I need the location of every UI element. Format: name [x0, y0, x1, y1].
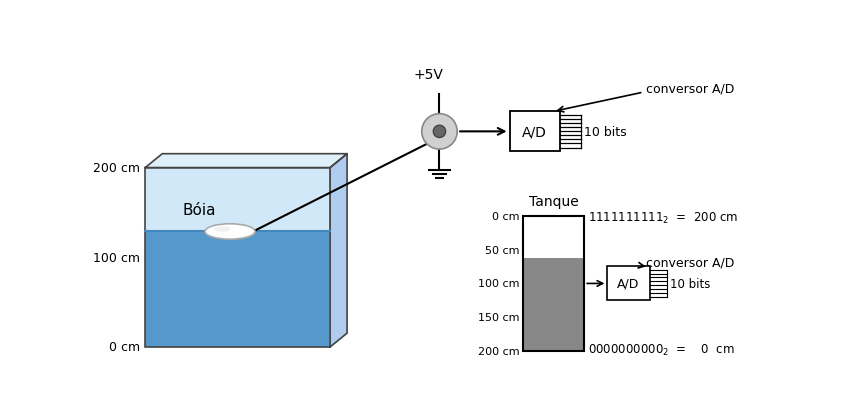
Circle shape — [422, 115, 457, 150]
Text: 10 bits: 10 bits — [670, 277, 710, 290]
Bar — [145, 168, 330, 232]
Text: 200 cm: 200 cm — [93, 162, 140, 175]
Text: conversor A/D: conversor A/D — [646, 83, 734, 96]
Text: A/D: A/D — [617, 277, 640, 290]
Bar — [510, 112, 560, 152]
Text: 150 cm: 150 cm — [478, 312, 520, 322]
Ellipse shape — [214, 227, 231, 232]
Text: 100 cm: 100 cm — [478, 279, 520, 289]
Text: 100 cm: 100 cm — [93, 251, 140, 264]
Ellipse shape — [205, 224, 255, 240]
Bar — [523, 258, 584, 351]
Text: $0000000000_2$  =    0  cm: $0000000000_2$ = 0 cm — [589, 342, 734, 357]
Text: Bóia: Bóia — [182, 203, 216, 218]
Text: 0 cm: 0 cm — [492, 211, 520, 222]
Polygon shape — [330, 154, 347, 347]
Text: 0 cm: 0 cm — [108, 341, 140, 354]
Bar — [145, 232, 330, 347]
Text: Tanque: Tanque — [529, 195, 578, 209]
Text: 50 cm: 50 cm — [485, 245, 520, 255]
Text: $1111111111_2$  =  200 cm: $1111111111_2$ = 200 cm — [589, 211, 739, 226]
Polygon shape — [145, 154, 347, 168]
Text: conversor A/D: conversor A/D — [646, 256, 734, 269]
Text: A/D: A/D — [523, 125, 547, 139]
Bar — [608, 267, 649, 301]
Bar — [523, 216, 584, 258]
Bar — [523, 216, 584, 351]
Text: 200 cm: 200 cm — [478, 346, 520, 356]
Text: +5V: +5V — [414, 67, 444, 81]
Circle shape — [433, 126, 445, 138]
Text: 10 bits: 10 bits — [584, 126, 627, 139]
